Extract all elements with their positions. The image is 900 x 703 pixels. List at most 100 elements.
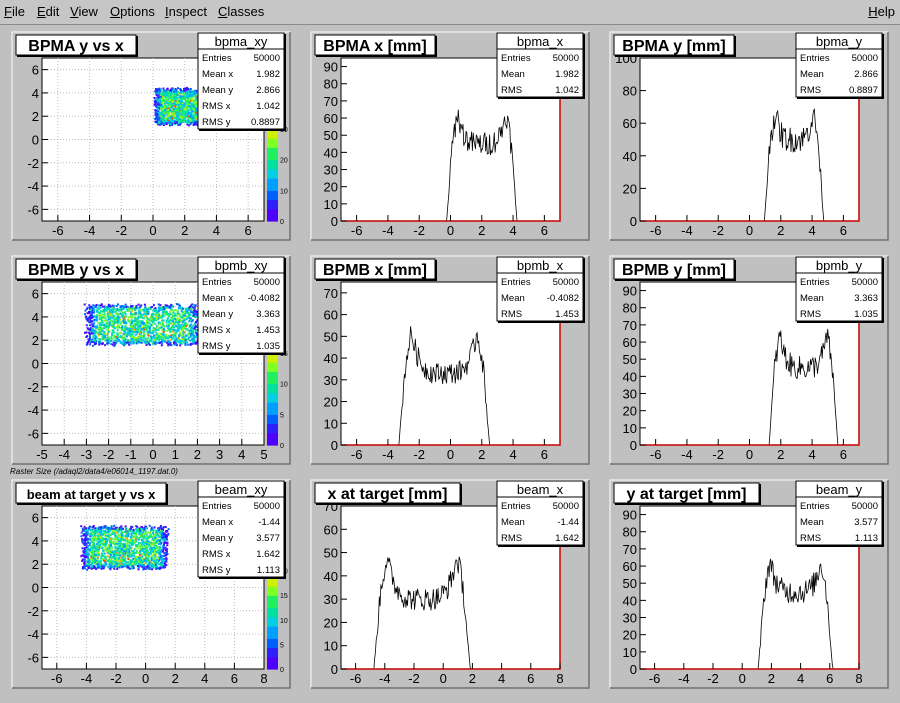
stats-label: RMS — [501, 309, 522, 320]
y-tick-label: -2 — [27, 380, 39, 395]
density-cell — [118, 336, 120, 338]
density-cell — [135, 532, 137, 534]
density-cell — [189, 116, 191, 118]
menu-inspect[interactable]: Inspect — [165, 4, 207, 19]
y-tick-label: 60 — [623, 116, 637, 131]
density-cell — [119, 566, 121, 568]
density-cell — [133, 323, 135, 325]
density-cell — [120, 340, 122, 342]
menu-help[interactable]: Help — [868, 4, 895, 19]
density-cell — [158, 95, 160, 97]
density-cell — [190, 311, 192, 313]
density-cell — [94, 316, 96, 318]
density-cell — [144, 304, 146, 306]
density-cell — [95, 306, 97, 308]
density-cell — [158, 122, 160, 124]
y-tick-label: -6 — [27, 202, 39, 217]
density-cell — [161, 344, 163, 346]
density-cell — [167, 343, 169, 345]
density-cell — [133, 552, 135, 554]
density-cell — [163, 544, 165, 546]
density-cell — [85, 336, 87, 338]
palette-tick-label: 10 — [280, 382, 288, 389]
stats-value: 1.042 — [555, 85, 579, 96]
density-cell — [162, 116, 164, 118]
density-cell — [125, 525, 127, 527]
density-cell — [84, 313, 86, 315]
density-cell — [170, 123, 172, 125]
density-cell — [137, 322, 139, 324]
x-tick-label: 4 — [808, 223, 815, 238]
density-cell — [101, 526, 103, 528]
x-tick-label: -6 — [351, 447, 363, 462]
density-cell — [167, 340, 169, 342]
density-cell — [177, 326, 179, 328]
x-tick-label: -4 — [84, 223, 96, 238]
stats-label: RMS — [800, 309, 821, 320]
density-cell — [162, 313, 164, 315]
density-cell — [112, 323, 114, 325]
density-cell — [142, 550, 144, 552]
density-cell — [128, 535, 130, 537]
density-cell — [164, 109, 166, 111]
y-tick-label: 90 — [623, 284, 637, 299]
density-cell — [193, 100, 195, 102]
density-cell — [144, 315, 146, 317]
stats-value: 1.042 — [256, 101, 280, 112]
x-tick-label: 6 — [245, 223, 252, 238]
density-cell — [176, 91, 178, 93]
menu-options[interactable]: Options — [110, 4, 155, 19]
density-cell — [139, 542, 141, 544]
density-cell — [184, 324, 186, 326]
density-cell — [165, 111, 167, 113]
x-tick-label: -2 — [413, 223, 425, 238]
density-cell — [100, 324, 102, 326]
density-cell — [100, 314, 102, 316]
density-cell — [172, 320, 174, 322]
density-cell — [87, 307, 89, 309]
x-tick-label: 0 — [447, 223, 454, 238]
y-tick-label: 40 — [623, 149, 637, 164]
density-cell — [166, 544, 168, 546]
density-cell — [132, 313, 134, 315]
density-cell — [180, 106, 182, 108]
x-tick-label: 6 — [840, 223, 847, 238]
density-cell — [159, 536, 161, 538]
x-tick-label: 6 — [541, 447, 548, 462]
y-tick-label: 70 — [623, 318, 637, 333]
density-cell — [149, 308, 151, 310]
x-tick-label: -4 — [681, 223, 693, 238]
density-cell — [162, 321, 164, 323]
density-cell — [168, 321, 170, 323]
density-cell — [112, 309, 114, 311]
density-cell — [99, 326, 101, 328]
density-cell — [85, 533, 87, 535]
density-cell — [130, 334, 132, 336]
density-cell — [82, 547, 84, 549]
menu-classes[interactable]: Classes — [218, 4, 264, 19]
stats-value: 1.982 — [256, 69, 280, 80]
menu-view[interactable]: View — [70, 4, 98, 19]
density-cell — [148, 321, 150, 323]
density-cell — [184, 319, 186, 321]
density-cell — [179, 307, 181, 309]
density-cell — [155, 343, 157, 345]
density-cell — [148, 560, 150, 562]
menu-file[interactable]: File — [4, 4, 25, 19]
x-tick-label: -2 — [413, 447, 425, 462]
density-cell — [162, 333, 164, 335]
density-cell — [170, 328, 172, 330]
menu-edit[interactable]: Edit — [37, 4, 59, 19]
density-cell — [169, 105, 171, 107]
density-cell — [171, 104, 173, 106]
stats-label: Mean — [800, 293, 824, 304]
